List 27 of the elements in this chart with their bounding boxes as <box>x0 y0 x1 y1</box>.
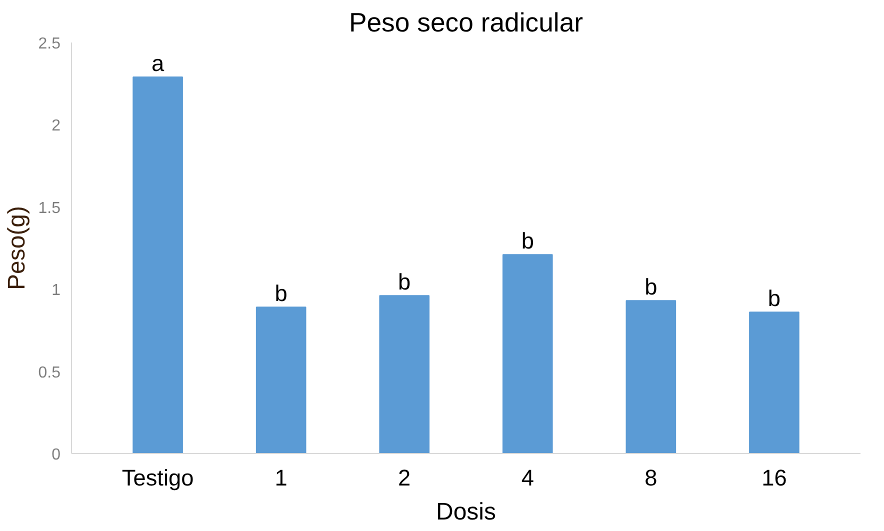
y-axis-title: Peso(g) <box>3 206 30 290</box>
x-tick-label: Testigo <box>122 464 194 490</box>
y-tick-label: 2 <box>52 118 61 135</box>
x-tick-label: 8 <box>644 464 658 490</box>
annotation: b <box>274 280 288 306</box>
annotation: b <box>521 228 534 254</box>
bar <box>502 254 553 454</box>
bar <box>132 76 183 454</box>
x-tick-label: 4 <box>521 464 534 490</box>
x-tick-label: 16 <box>762 464 787 490</box>
bar <box>626 300 676 454</box>
y-tick-label: 0.5 <box>38 364 61 382</box>
annotation: b <box>644 274 658 300</box>
annotation: b <box>398 268 411 295</box>
y-tick-label: 1.5 <box>38 200 61 217</box>
bar <box>256 306 306 454</box>
y-tick-label: 0 <box>52 446 61 464</box>
y-tick-label: 1 <box>52 282 61 300</box>
bar <box>379 295 430 454</box>
x-tick-label: 2 <box>398 464 411 490</box>
annotation: b <box>768 285 781 312</box>
x-tick-label: 1 <box>274 464 288 490</box>
x-axis-title: Dosis <box>436 498 496 526</box>
annotation: a <box>151 50 164 76</box>
y-tick-label: 2.5 <box>38 36 61 52</box>
bar <box>749 312 800 454</box>
chart-title: Peso seco radicular <box>348 8 584 38</box>
